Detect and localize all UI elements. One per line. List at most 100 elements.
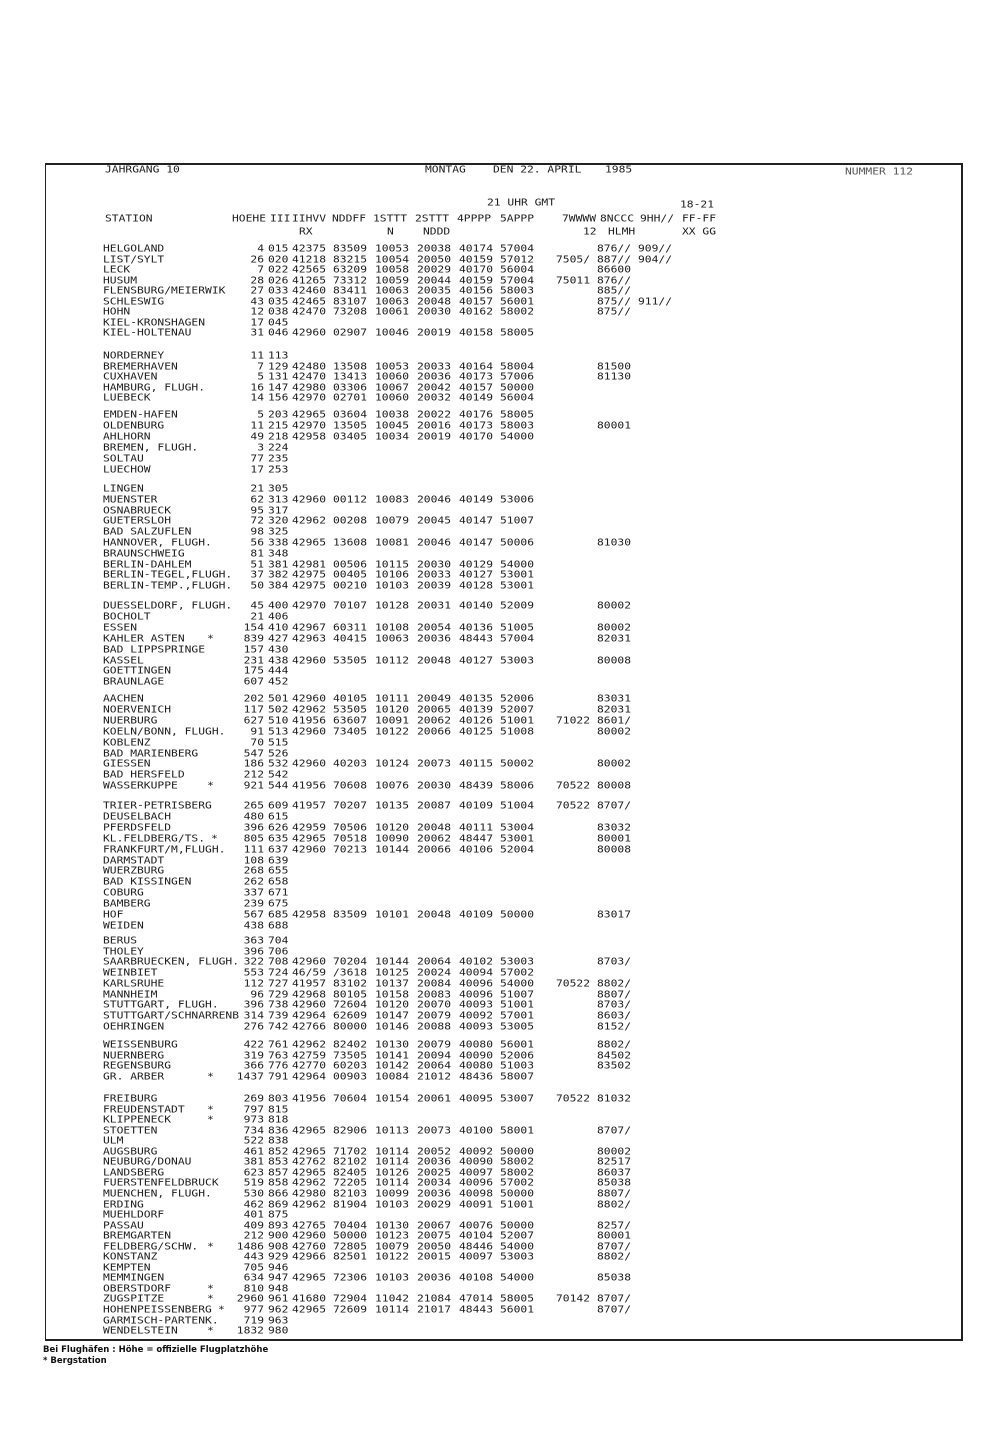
cell-nddff: 83215 <box>333 253 368 265</box>
cell-mountain-marker: * <box>207 632 214 644</box>
cell-iii: 858 <box>268 1177 289 1189</box>
cell-nddff: 82906 <box>333 1124 368 1136</box>
cell-station: NUERBURG <box>103 714 158 726</box>
cell-pppp4: 48439 <box>459 780 494 792</box>
table-row: OEHRINGEN 276 742 42766 80000 10146 20088 40093… <box>0 1020 1000 1033</box>
cell-nddff: 82501 <box>333 1251 368 1263</box>
cell-stt1: 10059 <box>375 274 410 286</box>
cell-station: GOETTINGEN <box>103 665 172 677</box>
cell-iihvv: 42962 <box>292 1177 327 1189</box>
cell-stt1: 10124 <box>375 758 410 770</box>
cell-nddff: 83102 <box>333 977 368 989</box>
cell-nddff: 72904 <box>333 1293 368 1305</box>
cell-hoehe: 49 <box>250 430 264 442</box>
cell-nddff: 70207 <box>333 800 368 811</box>
cell-stt1: 10101 <box>375 909 410 920</box>
cell-appp5: 56001 <box>500 1039 535 1050</box>
cell-pppp4: 40147 <box>459 515 494 527</box>
cell-hoehe: 461 <box>243 1145 264 1157</box>
cell-nddff: 02907 <box>333 327 368 338</box>
cell-appp5: 54000 <box>500 1240 535 1252</box>
cell-stt2: 20044 <box>417 274 452 286</box>
cell-hoehe: 322 <box>243 956 264 968</box>
cell-iihvv: 42959 <box>292 821 327 833</box>
cell-stt1: 10103 <box>375 580 410 592</box>
cell-stt2: 20046 <box>417 537 452 548</box>
cell-hoehe: 1486 <box>236 1240 264 1252</box>
cell-station: THOLEY <box>103 945 144 957</box>
observation-time: 21 UHR GMT <box>487 197 556 208</box>
cell-iihvv: 42960 <box>292 956 327 968</box>
cell-nccc8: 83031 <box>597 693 632 704</box>
cell-iihvv: 41265 <box>292 274 327 286</box>
cell-nccc8: 8707/ <box>597 1240 632 1252</box>
table-row: HUSUM 28 026 41265 73312 10059 20044 40159 57004… <box>0 274 1000 287</box>
cell-nccc8: 876// <box>597 274 632 286</box>
cell-iihvv: 42470 <box>292 371 327 383</box>
cell-iii: 026 <box>268 274 289 286</box>
cell-station: KL.FELDBERG/TS. <box>103 832 206 844</box>
cell-station: GUETERSLOH <box>103 515 172 527</box>
cell-hoehe: 396 <box>243 945 264 957</box>
cell-iii: 131 <box>268 371 289 383</box>
column-subheader-ff: XX GG <box>682 226 717 237</box>
table-row: KIEL-KRONSHAGEN 17 045 <box>0 317 1000 329</box>
cell-hoehe: 157 <box>243 643 264 655</box>
cell-hoehe: 27 <box>250 285 264 296</box>
cell-iihvv: 42460 <box>292 285 327 296</box>
cell-wwww7: 71022 <box>556 714 591 726</box>
cell-pppp4: 40115 <box>459 758 494 770</box>
table-row: GOETTINGEN 175 444 <box>0 666 1000 677</box>
cell-nddff: 70213 <box>333 843 368 855</box>
cell-station: KAHLER ASTEN <box>103 632 185 644</box>
cell-stt2: 20033 <box>417 569 452 581</box>
cell-stt2: 20061 <box>417 1093 452 1104</box>
cell-hoehe: 530 <box>243 1188 264 1199</box>
cell-iii: 544 <box>268 780 289 792</box>
cell-nccc8: 887// <box>597 253 632 265</box>
cell-station: WEINBIET <box>103 967 158 978</box>
cell-station: LINGEN <box>103 483 144 494</box>
cell-iihvv: 42965 <box>292 537 327 548</box>
cell-hoehe: 276 <box>243 1020 264 1032</box>
cell-nddff: 53505 <box>333 704 368 715</box>
cell-station: STUTTGART/SCHNARRENB <box>103 1010 240 1021</box>
cell-hh9: 911// <box>638 295 673 307</box>
cell-iihvv: 42765 <box>292 1219 327 1231</box>
cell-stt1: 10067 <box>375 381 410 393</box>
table-row: BRAUNSCHWEIG 81 348 <box>0 549 1000 560</box>
cell-stt2: 20064 <box>417 956 452 968</box>
cell-nccc8: 81500 <box>597 360 632 372</box>
table-row: PASSAU 409 893 42765 70404 10130 20067 40076 500… <box>0 1219 1000 1232</box>
cell-station: ESSEN <box>103 621 138 633</box>
cell-hoehe: 96 <box>250 988 264 1000</box>
column-header-9hh-: 9HH// <box>640 213 675 224</box>
cell-station: BAMBERG <box>103 898 151 909</box>
cell-nddff: 82405 <box>333 1167 368 1178</box>
cell-station: WEISSENBURG <box>103 1039 178 1050</box>
table-row: AACHEN 202 501 42960 40105 10111 20049 40135 520… <box>0 694 1000 705</box>
cell-stt1: 10045 <box>375 420 410 431</box>
cell-hoehe: 839 <box>243 632 264 644</box>
cell-hoehe: 268 <box>243 865 264 877</box>
cell-pppp4: 40127 <box>459 654 494 666</box>
cell-iii: 948 <box>268 1283 289 1294</box>
cell-station: KASSEL <box>103 654 144 666</box>
cell-nddff: 13505 <box>333 420 368 431</box>
table-row: KASSEL 231 438 42960 53505 10112 20048 40127 530… <box>0 654 1000 667</box>
cell-stt2: 20083 <box>417 988 452 1000</box>
cell-iihvv: 42375 <box>292 243 327 254</box>
issue-number: NUMMER 112 <box>845 166 914 177</box>
cell-iihvv: 42759 <box>292 1049 327 1061</box>
cell-hoehe: 401 <box>243 1209 264 1220</box>
cell-stt1: 10083 <box>375 493 410 505</box>
cell-station: BREMGARTEN <box>103 1230 172 1241</box>
cell-iihvv: 42762 <box>292 1156 327 1168</box>
cell-station: PFERDSFELD <box>103 821 172 833</box>
cell-stt1: 10053 <box>375 243 410 254</box>
cell-hoehe: 977 <box>243 1304 264 1315</box>
cell-iihvv: 42964 <box>292 1010 327 1021</box>
cell-station: SOLTAU <box>103 452 144 464</box>
cell-mountain-marker: * <box>207 1283 214 1294</box>
column-header-5appp: 5APPP <box>500 213 535 224</box>
